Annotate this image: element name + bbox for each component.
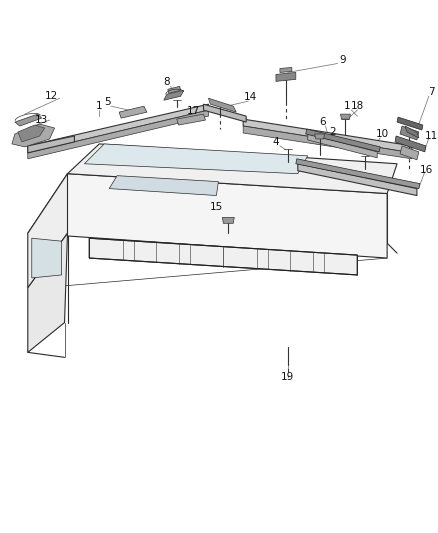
Text: 13: 13 [35, 115, 48, 125]
Text: 12: 12 [45, 91, 58, 101]
Polygon shape [28, 136, 74, 153]
Text: 18: 18 [351, 101, 364, 111]
Polygon shape [28, 110, 208, 159]
Polygon shape [177, 114, 205, 125]
Polygon shape [405, 126, 419, 138]
Polygon shape [340, 114, 350, 119]
Polygon shape [223, 217, 234, 223]
Text: 2: 2 [329, 127, 336, 137]
Text: 5: 5 [104, 97, 110, 107]
Polygon shape [400, 126, 419, 140]
Polygon shape [28, 233, 67, 352]
Polygon shape [308, 134, 377, 158]
Polygon shape [18, 125, 45, 142]
Text: 9: 9 [339, 54, 346, 64]
Polygon shape [243, 119, 412, 153]
Polygon shape [89, 238, 357, 275]
Text: 16: 16 [420, 165, 434, 175]
Polygon shape [395, 136, 426, 152]
Polygon shape [15, 114, 42, 126]
Polygon shape [109, 176, 219, 196]
Polygon shape [119, 106, 147, 118]
Text: 1: 1 [344, 101, 351, 111]
Polygon shape [32, 238, 62, 278]
Polygon shape [28, 174, 387, 258]
Polygon shape [280, 68, 292, 72]
Polygon shape [306, 129, 380, 152]
Polygon shape [67, 144, 397, 193]
Polygon shape [400, 146, 419, 160]
Polygon shape [28, 174, 67, 288]
Text: 7: 7 [428, 87, 435, 98]
Polygon shape [296, 159, 420, 189]
Text: 14: 14 [244, 92, 257, 102]
Polygon shape [204, 104, 246, 122]
Text: 8: 8 [163, 77, 170, 87]
Polygon shape [164, 90, 184, 100]
Text: 1: 1 [96, 101, 102, 111]
Text: 17: 17 [187, 106, 200, 116]
Text: 6: 6 [319, 117, 326, 127]
Polygon shape [85, 144, 308, 174]
Polygon shape [314, 134, 325, 139]
Text: 10: 10 [376, 129, 389, 139]
Polygon shape [243, 126, 412, 159]
Text: 19: 19 [281, 372, 294, 382]
Polygon shape [276, 72, 296, 82]
Text: 15: 15 [210, 203, 223, 213]
Polygon shape [12, 124, 55, 147]
Polygon shape [298, 164, 417, 196]
Polygon shape [397, 117, 423, 130]
Polygon shape [168, 86, 180, 93]
Polygon shape [28, 104, 208, 153]
Text: 11: 11 [425, 131, 438, 141]
Text: 4: 4 [272, 137, 279, 147]
Polygon shape [208, 98, 236, 112]
